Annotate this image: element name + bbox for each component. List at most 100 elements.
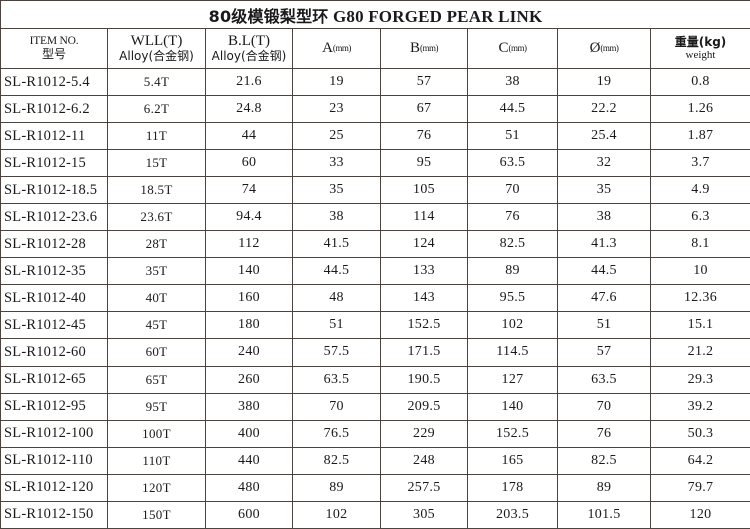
cell-wll: 110T: [107, 446, 206, 475]
cell-breaking-load: 60: [205, 149, 293, 178]
cell-wll: 95T: [107, 392, 206, 421]
cell-dim-diameter: 63.5: [557, 365, 651, 394]
cell-dim-c: 70: [467, 176, 558, 205]
cell-wll: 11T: [107, 122, 206, 151]
cell-dim-b: 229: [380, 419, 468, 448]
cell-item-no: SL-R1012-35: [0, 257, 108, 286]
column-header-bl-sub: Alloy(合金钢): [211, 49, 287, 64]
cell-dim-diameter: 89: [557, 473, 651, 502]
column-header-weight: 重量(kg) weight: [649, 28, 750, 69]
page-title-chinese: 80级模锻梨型环: [208, 6, 329, 26]
cell-dim-b: 133: [380, 257, 468, 286]
cell-wll: 6.2T: [107, 95, 206, 124]
cell-item-no: SL-R1012-40: [0, 284, 108, 313]
table-row: SL-R1012-18.5 18.5T 74 35 105 70 35 4.9: [0, 176, 750, 205]
column-header-weight-main: 重量(kg): [674, 34, 727, 49]
cell-wll: 15T: [107, 149, 206, 178]
cell-weight: 3.7: [649, 149, 750, 178]
cell-dim-b: 114: [380, 203, 468, 232]
cell-dim-a: 82.5: [292, 446, 381, 475]
cell-dim-diameter: 70: [557, 392, 651, 421]
cell-dim-diameter: 44.5: [557, 257, 651, 286]
cell-dim-c: 95.5: [467, 284, 558, 313]
page-title-english: G80 FORGED PEAR LINK: [332, 6, 543, 26]
cell-dim-a: 41.5: [292, 230, 381, 259]
table-row: SL-R1012-60 60T 240 57.5 171.5 114.5 57 21.2: [0, 338, 750, 367]
cell-dim-b: 190.5: [380, 365, 468, 394]
cell-breaking-load: 240: [205, 338, 293, 367]
column-header-wll-main: WLL(T): [130, 33, 183, 50]
cell-dim-b: 124: [380, 230, 468, 259]
cell-dim-c: 38: [467, 67, 558, 97]
column-header-weight-sub: weight: [685, 49, 716, 62]
cell-dim-diameter: 82.5: [557, 446, 651, 475]
cell-wll: 150T: [107, 500, 206, 529]
cell-breaking-load: 440: [205, 446, 293, 475]
cell-dim-a: 19: [292, 67, 381, 97]
cell-dim-b: 67: [380, 95, 468, 124]
cell-dim-diameter: 101.5: [557, 500, 651, 529]
cell-breaking-load: 112: [205, 230, 293, 259]
cell-weight: 4.9: [649, 176, 750, 205]
cell-dim-a: 35: [292, 176, 381, 205]
column-header-b: B(mm): [380, 28, 468, 69]
table-row: SL-R1012-15 15T 60 33 95 63.5 32 3.7: [0, 149, 750, 178]
table-row: SL-R1012-28 28T 112 41.5 124 82.5 41.3 8.1: [0, 230, 750, 259]
cell-weight: 21.2: [649, 338, 750, 367]
cell-dim-a: 102: [292, 500, 381, 529]
cell-dim-diameter: 41.3: [557, 230, 651, 259]
cell-dim-b: 209.5: [380, 392, 468, 421]
cell-dim-a: 70: [292, 392, 381, 421]
cell-wll: 60T: [107, 338, 206, 367]
cell-dim-diameter: 35: [557, 176, 651, 205]
cell-wll: 18.5T: [107, 176, 206, 205]
cell-item-no: SL-R1012-120: [0, 473, 108, 502]
cell-dim-b: 76: [380, 122, 468, 151]
cell-dim-a: 89: [292, 473, 381, 502]
cell-item-no: SL-R1012-100: [0, 419, 108, 448]
cell-wll: 5.4T: [107, 67, 206, 97]
cell-dim-b: 171.5: [380, 338, 468, 367]
cell-item-no: SL-R1012-45: [0, 311, 108, 340]
cell-wll: 28T: [107, 230, 206, 259]
cell-dim-diameter: 76: [557, 419, 651, 448]
table-row: SL-R1012-120 120T 480 89 257.5 178 89 79.7: [0, 473, 750, 502]
cell-weight: 12.36: [649, 284, 750, 313]
cell-dim-a: 33: [292, 149, 381, 178]
cell-dim-diameter: 25.4: [557, 122, 651, 151]
cell-dim-diameter: 32: [557, 149, 651, 178]
cell-dim-c: 114.5: [467, 338, 558, 367]
cell-dim-c: 203.5: [467, 500, 558, 529]
cell-weight: 50.3: [649, 419, 750, 448]
page-title: 80级模锻梨型环 G80 FORGED PEAR LINK: [0, 0, 750, 29]
cell-item-no: SL-R1012-5.4: [0, 67, 108, 97]
cell-dim-a: 57.5: [292, 338, 381, 367]
table-row: SL-R1012-35 35T 140 44.5 133 89 44.5 10: [0, 257, 750, 286]
cell-dim-a: 76.5: [292, 419, 381, 448]
cell-weight: 0.8: [649, 67, 750, 97]
cell-breaking-load: 160: [205, 284, 293, 313]
cell-dim-diameter: 51: [557, 311, 651, 340]
cell-weight: 39.2: [649, 392, 750, 421]
cell-dim-b: 57: [380, 67, 468, 97]
column-header-a: A(mm): [292, 28, 381, 69]
cell-breaking-load: 260: [205, 365, 293, 394]
table-row: SL-R1012-40 40T 160 48 143 95.5 47.6 12.36: [0, 284, 750, 313]
cell-dim-diameter: 38: [557, 203, 651, 232]
cell-breaking-load: 44: [205, 122, 293, 151]
cell-dim-a: 51: [292, 311, 381, 340]
table-row: SL-R1012-6.2 6.2T 24.8 23 67 44.5 22.2 1.26: [0, 95, 750, 124]
table-title-row: 80级模锻梨型环 G80 FORGED PEAR LINK: [0, 0, 750, 29]
table-row: SL-R1012-110 110T 440 82.5 248 165 82.5 64.2: [0, 446, 750, 475]
cell-item-no: SL-R1012-95: [0, 392, 108, 421]
table-row: SL-R1012-5.4 5.4T 21.6 19 57 38 19 0.8: [0, 67, 750, 97]
cell-breaking-load: 480: [205, 473, 293, 502]
cell-weight: 64.2: [649, 446, 750, 475]
cell-dim-c: 152.5: [467, 419, 558, 448]
cell-breaking-load: 140: [205, 257, 293, 286]
table-row: SL-R1012-45 45T 180 51 152.5 102 51 15.1: [0, 311, 750, 340]
cell-item-no: SL-R1012-28: [0, 230, 108, 259]
column-header-diameter-main: Ø(mm): [589, 40, 619, 57]
cell-weight: 79.7: [649, 473, 750, 502]
